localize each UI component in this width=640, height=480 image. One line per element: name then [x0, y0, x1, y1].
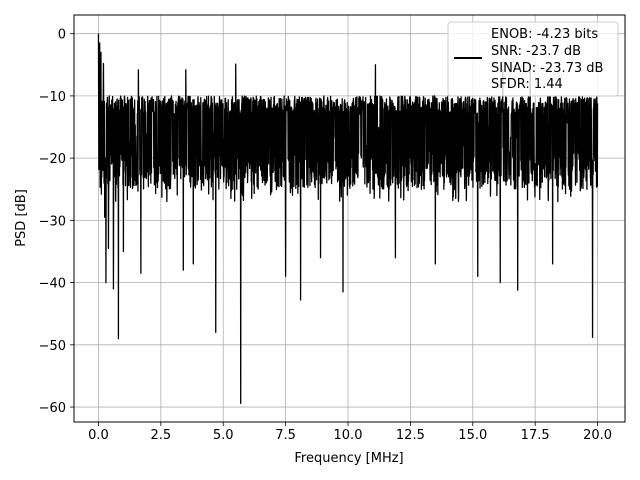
x-tick-label: 2.5 [150, 428, 171, 443]
series-psd [97, 33, 599, 404]
y-tick-label: −10 [39, 90, 66, 105]
legend-entry-sfdr: SFDR: 1.44 [491, 77, 563, 92]
y-axis-ticks: 0 −10 −20 −30 −40 −50 −60 [39, 28, 74, 416]
y-tick-label: −40 [39, 277, 66, 292]
y-tick-label: −30 [39, 214, 66, 229]
y-tick-label: −20 [39, 152, 66, 167]
x-tick-label: 20.0 [583, 428, 612, 443]
legend-entry-enob: ENOB: -4.23 bits [491, 27, 598, 42]
x-tick-label: 0.0 [88, 428, 109, 443]
x-axis-label: Frequency [MHz] [294, 451, 403, 466]
legend-box [447, 21, 619, 97]
x-tick-label: 15.0 [458, 428, 487, 443]
x-tick-label: 5.0 [213, 428, 234, 443]
x-tick-label: 17.5 [521, 428, 550, 443]
psd-line [97, 33, 599, 404]
legend-entry-snr: SNR: -23.7 dB [491, 44, 581, 59]
legend-entry-sinad: SINAD: -23.73 dB [491, 61, 603, 76]
y-tick-label: −60 [39, 401, 66, 416]
x-tick-label: 12.5 [396, 428, 425, 443]
x-axis-ticks: 0.0 2.5 5.0 7.5 10.0 12.5 15.0 17.5 20.0 [88, 422, 612, 443]
x-tick-label: 10.0 [334, 428, 363, 443]
y-tick-label: −50 [39, 339, 66, 354]
y-axis-label: PSD [dB] [14, 189, 29, 247]
legend: ENOB: -4.23 bits SNR: -23.7 dB SINAD: -2… [447, 21, 619, 97]
y-tick-label: 0 [58, 28, 66, 43]
plot-frame [73, 14, 626, 423]
x-tick-label: 7.5 [275, 428, 296, 443]
